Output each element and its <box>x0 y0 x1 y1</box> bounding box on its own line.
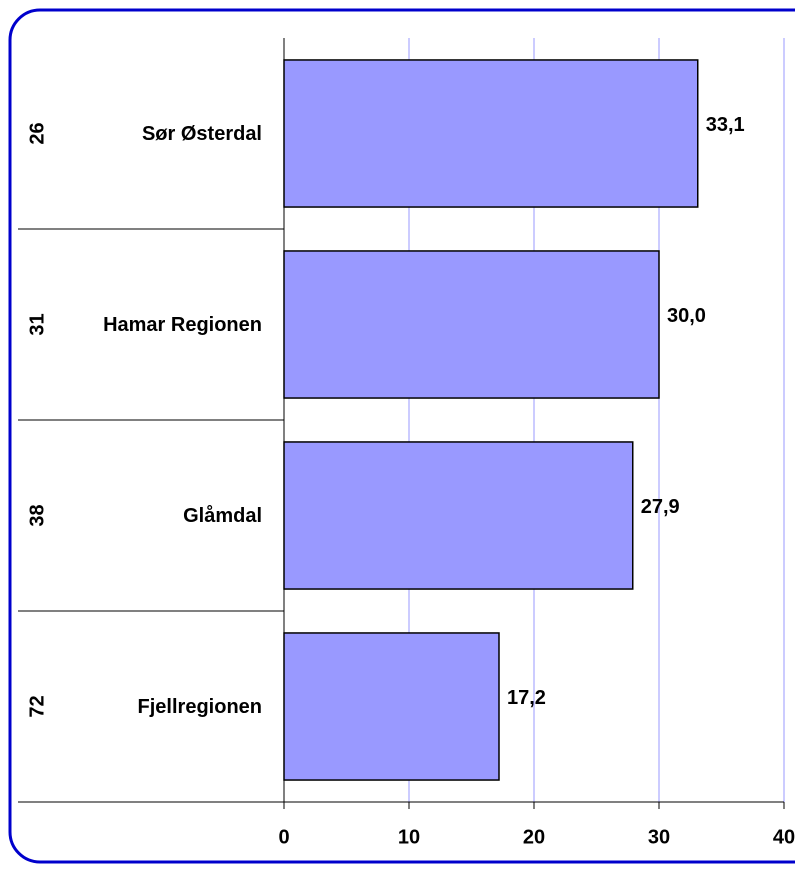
category-label: Sør Østerdal <box>141 122 262 145</box>
value-label: 17,2 <box>507 687 546 709</box>
rank-label: 72 <box>26 695 48 717</box>
x-tick-label: 20 <box>523 826 545 848</box>
x-tick-label: 0 <box>278 826 289 848</box>
x-tick-label: 10 <box>398 826 420 848</box>
category-label: Hamar Regionen <box>103 313 262 336</box>
bar <box>283 59 699 208</box>
value-label: 30,0 <box>667 305 706 327</box>
rank-label: 31 <box>26 313 48 335</box>
frame <box>8 8 795 864</box>
category-label: Glåmdal <box>183 504 262 527</box>
value-label: 27,9 <box>641 496 680 518</box>
rank-label: 38 <box>26 504 48 526</box>
bar <box>283 632 500 781</box>
rank-label: 26 <box>26 122 48 144</box>
bar <box>283 250 660 399</box>
x-tick-label: 40 <box>773 826 795 848</box>
category-label: Fjellregionen <box>137 695 262 718</box>
value-label: 33,1 <box>706 114 745 136</box>
bar <box>283 441 634 590</box>
x-tick-label: 30 <box>648 826 670 848</box>
